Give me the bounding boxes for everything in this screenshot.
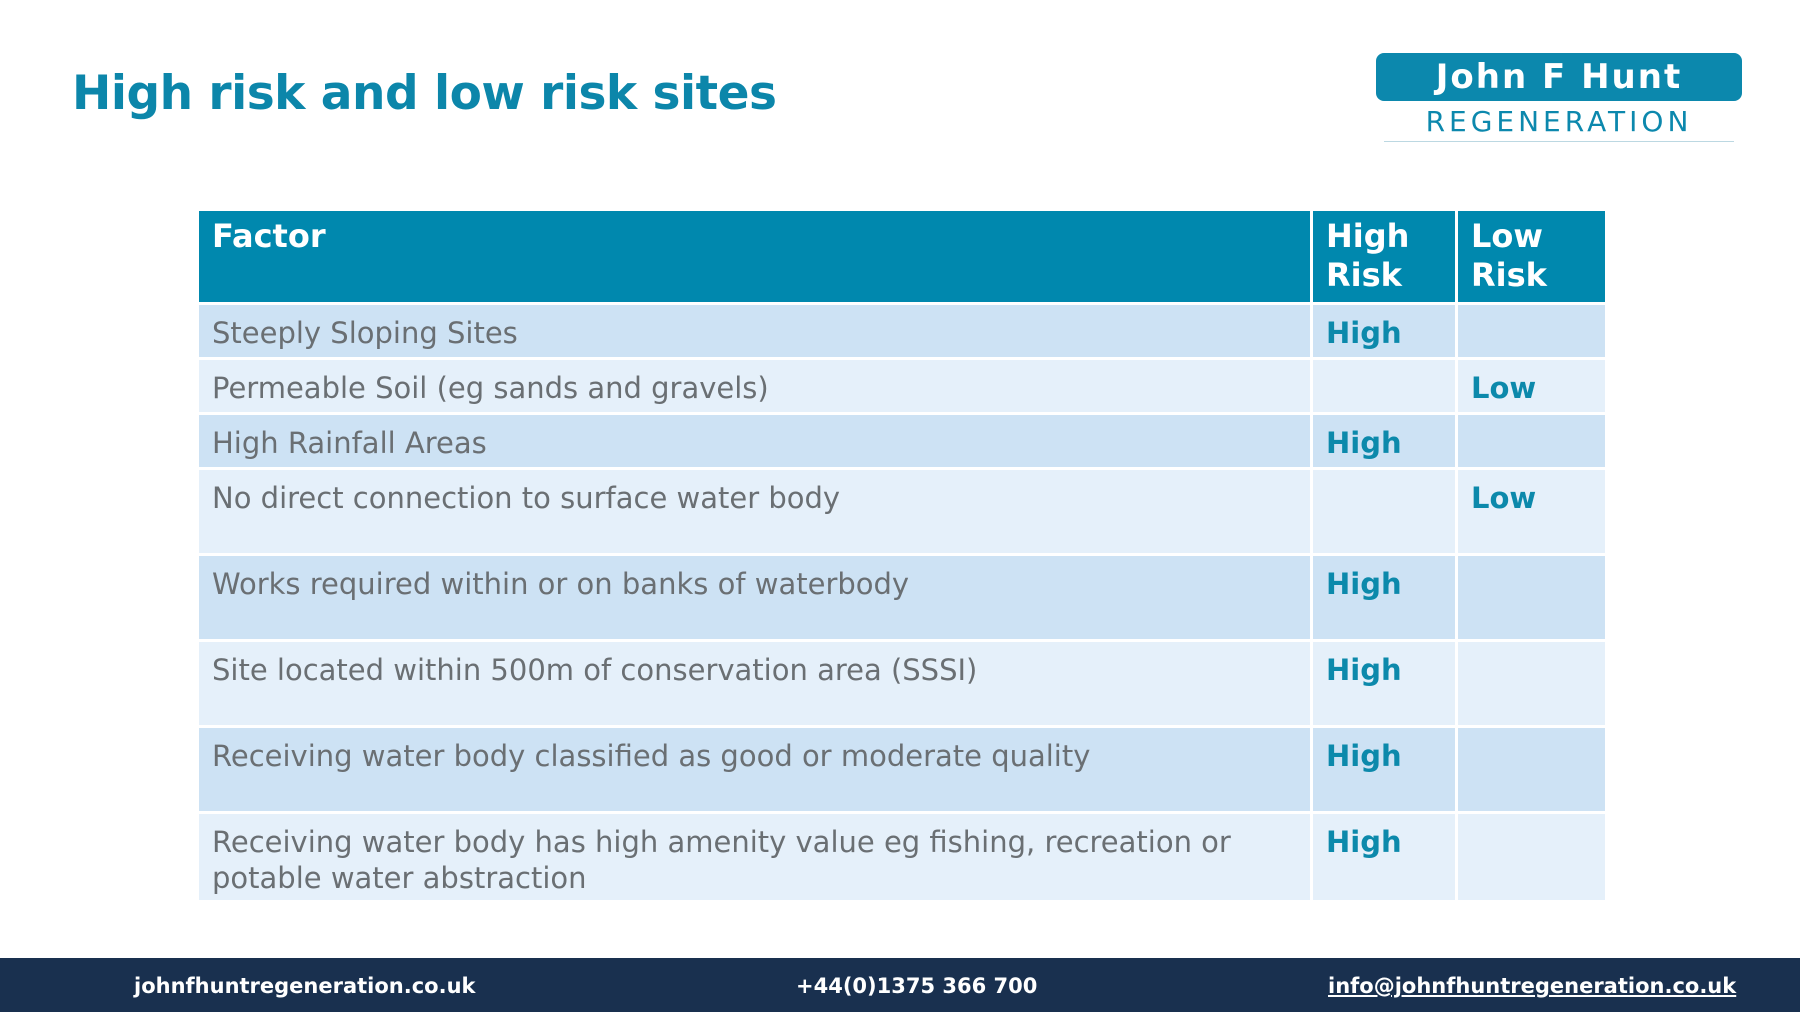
factor-cell: Site located within 500m of conservation… <box>196 639 1313 728</box>
table-row: Permeable Soil (eg sands and gravels) Lo… <box>196 357 1608 415</box>
table-row: Receiving water body has high amenity va… <box>196 811 1608 903</box>
low-risk-cell <box>1455 302 1608 360</box>
high-risk-cell: High <box>1310 725 1458 814</box>
footer-website-link[interactable]: johnfhuntregeneration.co.uk <box>134 974 476 998</box>
footer-phone-number: +44(0)1375 366 700 <box>796 974 1038 998</box>
table-row: No direct connection to surface water bo… <box>196 467 1608 556</box>
risk-factor-table: Factor High Risk Low Risk Steeply Slopin… <box>196 208 1608 903</box>
table-row: Receiving water body classified as good … <box>196 725 1608 814</box>
factor-cell: Permeable Soil (eg sands and gravels) <box>196 357 1313 415</box>
factor-cell: No direct connection to surface water bo… <box>196 467 1313 556</box>
table-row: Steeply Sloping Sites High <box>196 302 1608 360</box>
low-risk-cell <box>1455 811 1608 903</box>
high-risk-cell: High <box>1310 553 1458 642</box>
factor-cell: Receiving water body classified as good … <box>196 725 1313 814</box>
factor-cell: High Rainfall Areas <box>196 412 1313 470</box>
low-risk-cell: Low <box>1455 357 1608 415</box>
logo-wordmark: John F Hunt <box>1376 53 1742 101</box>
factor-cell: Works required within or on banks of wat… <box>196 553 1313 642</box>
table-row: High Rainfall Areas High <box>196 412 1608 470</box>
low-risk-cell <box>1455 725 1608 814</box>
low-risk-cell <box>1455 639 1608 728</box>
table-row: Works required within or on banks of wat… <box>196 553 1608 642</box>
footer-bar: johnfhuntregeneration.co.uk +44(0)1375 3… <box>0 958 1800 1012</box>
company-logo: John F Hunt REGENERATION <box>1376 53 1742 142</box>
high-risk-cell <box>1310 467 1458 556</box>
header-high-risk: High Risk <box>1310 208 1458 305</box>
low-risk-cell <box>1455 553 1608 642</box>
low-risk-cell <box>1455 412 1608 470</box>
header-low-risk: Low Risk <box>1455 208 1608 305</box>
high-risk-cell: High <box>1310 302 1458 360</box>
slide-title: High risk and low risk sites <box>72 66 777 121</box>
footer-email-link[interactable]: info@johnfhuntregeneration.co.uk <box>1328 974 1737 998</box>
logo-subtitle: REGENERATION <box>1384 106 1734 142</box>
factor-cell: Steeply Sloping Sites <box>196 302 1313 360</box>
high-risk-cell: High <box>1310 412 1458 470</box>
high-risk-cell: High <box>1310 639 1458 728</box>
factor-cell: Receiving water body has high amenity va… <box>196 811 1313 903</box>
low-risk-cell: Low <box>1455 467 1608 556</box>
table-row: Site located within 500m of conservation… <box>196 639 1608 728</box>
header-factor: Factor <box>196 208 1313 305</box>
high-risk-cell: High <box>1310 811 1458 903</box>
table-header-row: Factor High Risk Low Risk <box>196 208 1608 305</box>
high-risk-cell <box>1310 357 1458 415</box>
